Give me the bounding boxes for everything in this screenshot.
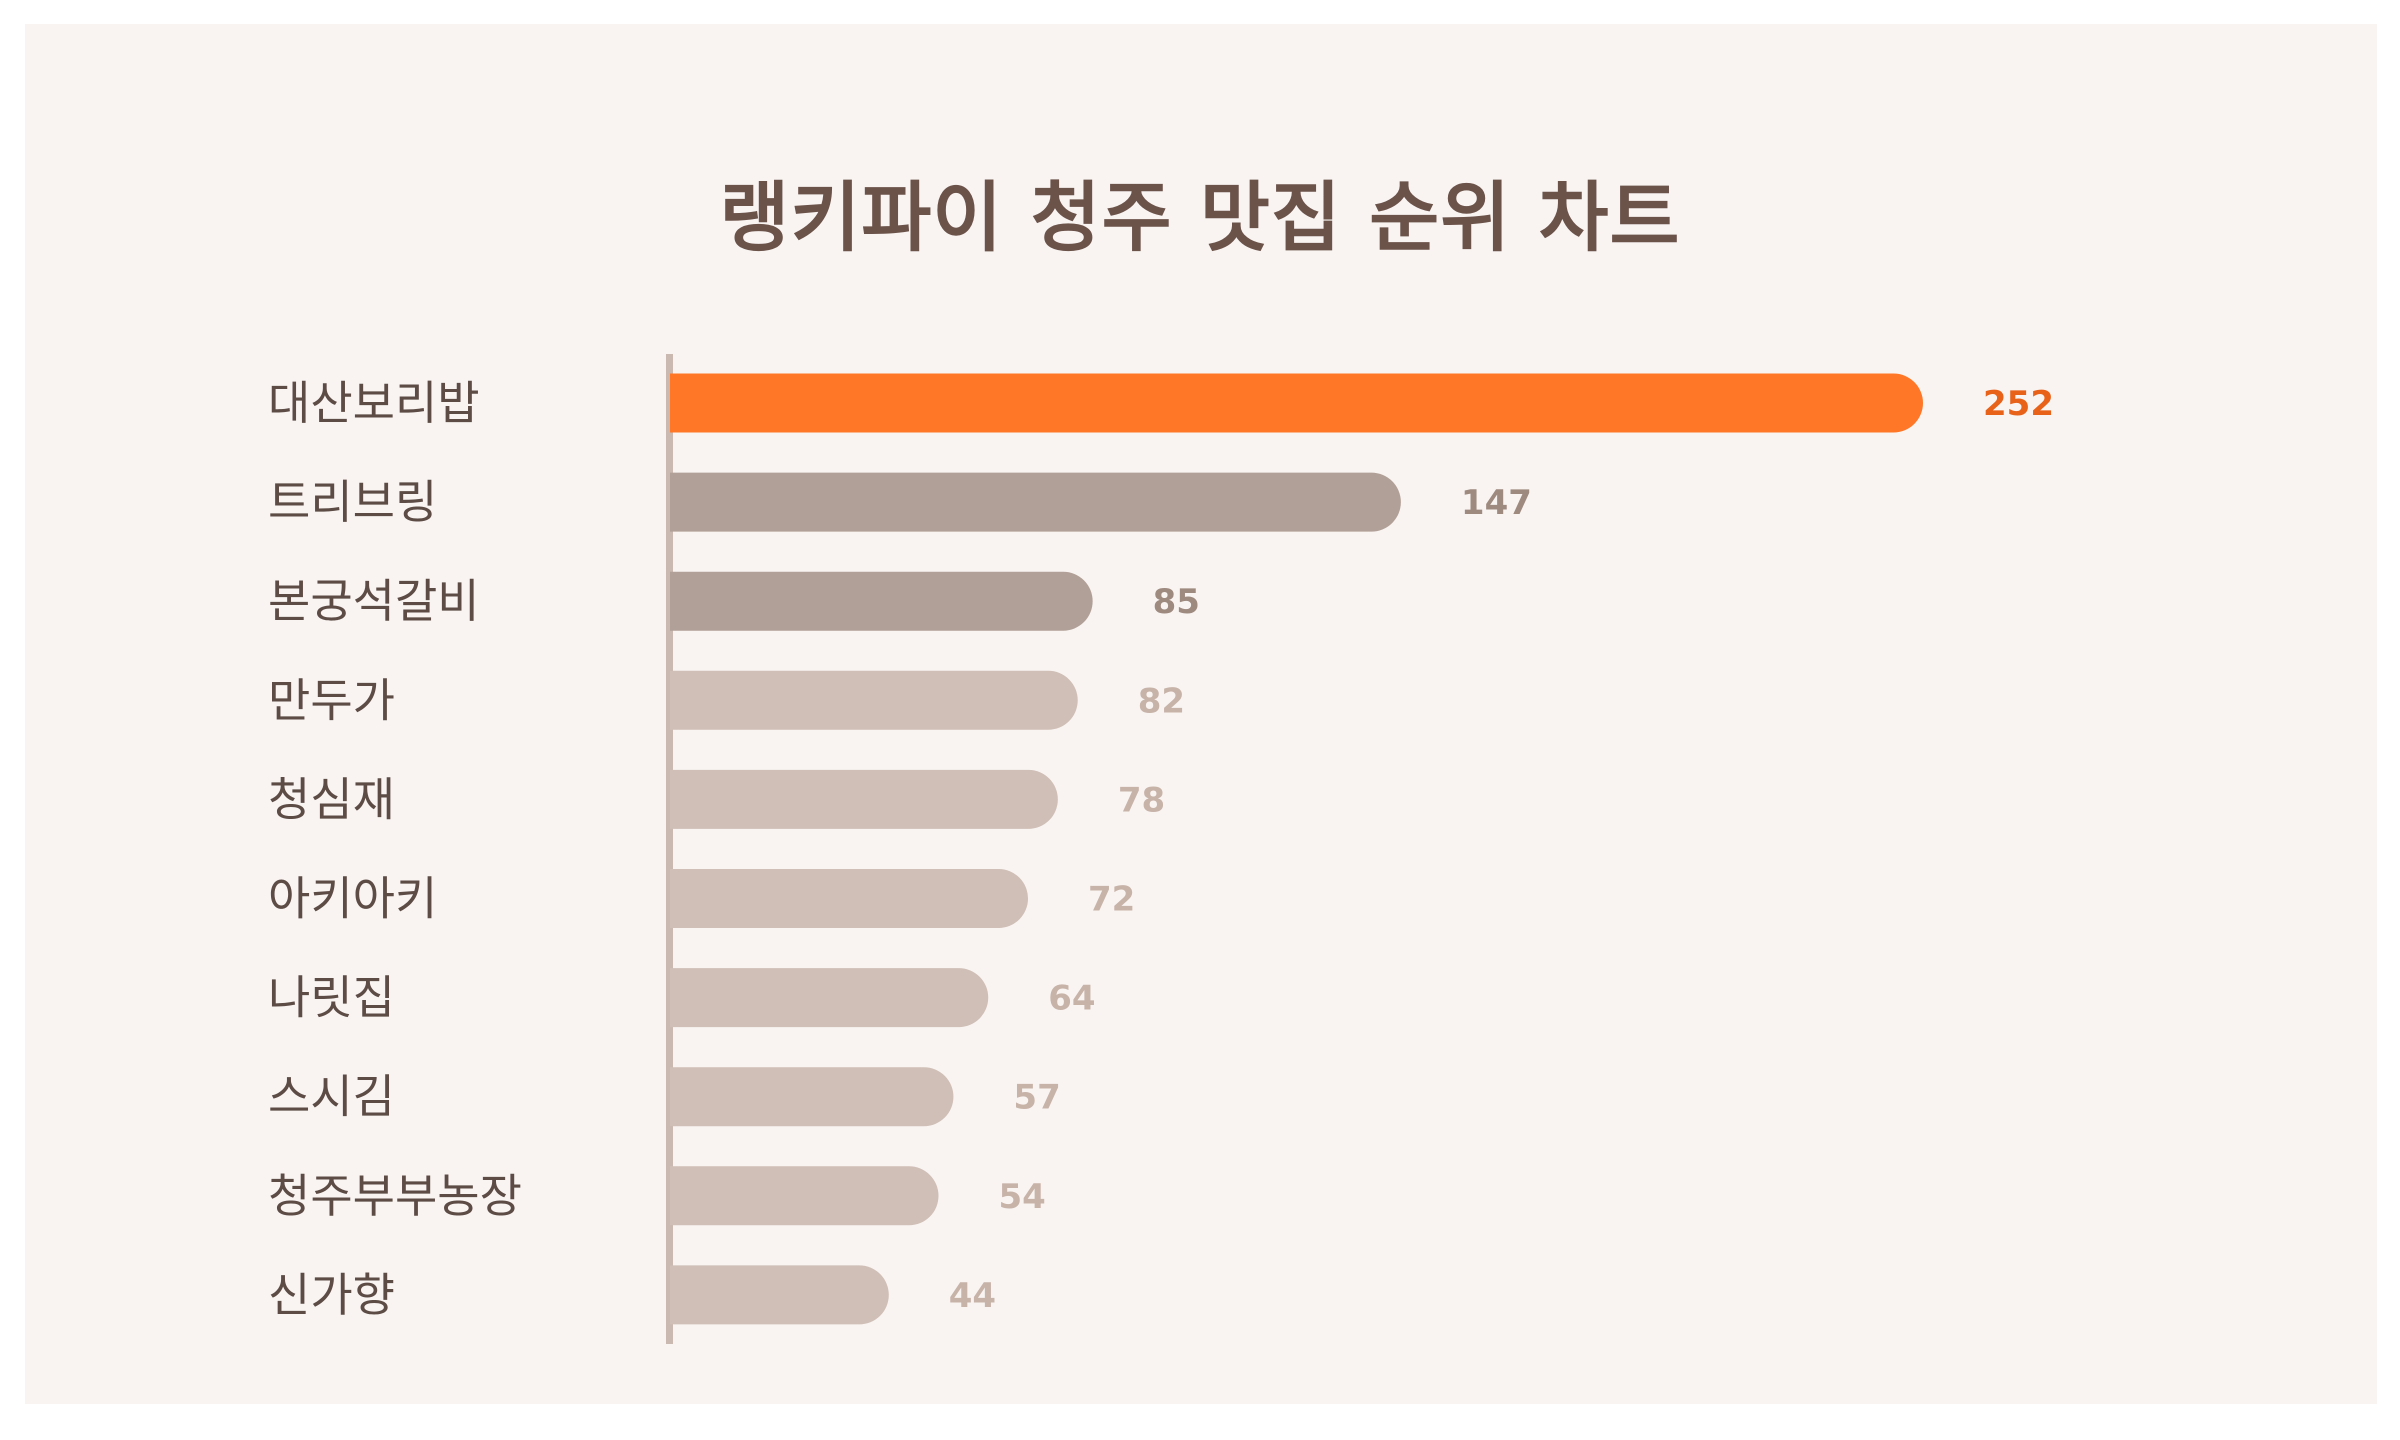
category-label: 청심재 bbox=[268, 772, 395, 826]
category-label: 만두가 bbox=[268, 673, 395, 727]
category-label: 청주부부농장 bbox=[268, 1169, 522, 1223]
category-label: 본궁석갈비 bbox=[268, 574, 480, 628]
bar bbox=[670, 472, 1401, 532]
value-label: 44 bbox=[949, 1276, 996, 1316]
chart-title: 랭키파이 청주 맛집 순위 차트 bbox=[719, 173, 1681, 262]
category-label: 나릿집 bbox=[268, 971, 395, 1025]
bar bbox=[670, 1265, 889, 1325]
category-label: 스시김 bbox=[268, 1070, 395, 1124]
chart-card bbox=[25, 24, 2377, 1404]
value-label: 64 bbox=[1048, 979, 1095, 1019]
bar bbox=[670, 968, 989, 1028]
bar bbox=[670, 670, 1078, 730]
category-label: 신가향 bbox=[268, 1268, 395, 1322]
bar bbox=[670, 571, 1093, 631]
value-label: 252 bbox=[1983, 384, 2054, 424]
bar bbox=[670, 1067, 954, 1127]
value-label: 85 bbox=[1153, 582, 1200, 622]
axis-line bbox=[666, 354, 673, 1344]
value-label: 78 bbox=[1118, 780, 1165, 820]
bar bbox=[670, 1166, 939, 1226]
value-label: 82 bbox=[1138, 681, 1185, 721]
category-label: 트리브링 bbox=[268, 475, 437, 529]
bar bbox=[670, 769, 1058, 829]
bar bbox=[670, 373, 1923, 433]
bar bbox=[670, 869, 1028, 928]
value-label: 147 bbox=[1461, 483, 1532, 523]
category-label: 대산보리밥 bbox=[268, 376, 480, 430]
value-label: 57 bbox=[1013, 1078, 1060, 1118]
category-label: 아키아키 bbox=[268, 872, 437, 926]
value-label: 54 bbox=[999, 1177, 1046, 1217]
value-label: 72 bbox=[1088, 880, 1135, 920]
